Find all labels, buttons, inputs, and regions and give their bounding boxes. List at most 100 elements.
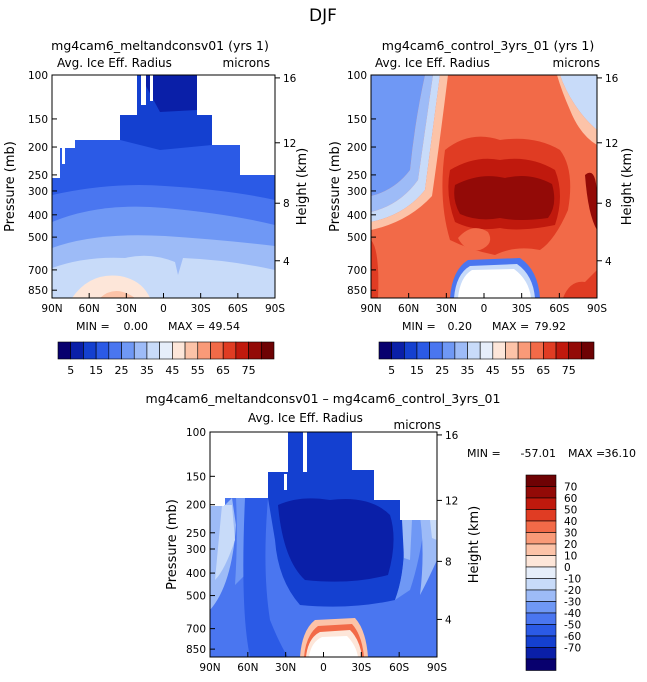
x-tick-label: 90S	[587, 303, 607, 315]
colorbar-swatch	[543, 341, 557, 360]
colorbar-right: 5 15 25 35 45 55 65 75	[378, 341, 595, 377]
colorbar-swatch	[525, 555, 557, 568]
colorbar-left: 5 15 25 35 45 55 65 75	[57, 341, 275, 377]
y-tick-label: 200	[347, 142, 367, 154]
panel-1-min-label: MIN =	[76, 320, 110, 333]
y2-tick-label: 8	[605, 198, 612, 210]
colorbar-swatch	[248, 341, 262, 360]
colorbar-label: -10	[564, 574, 581, 586]
colorbar-label: 45	[486, 364, 500, 377]
y-tick-label: 100	[347, 70, 367, 82]
y-tick-label: 300	[347, 186, 367, 198]
colorbar-swatch	[378, 341, 392, 360]
x-tick-label: 60S	[228, 303, 248, 315]
panel-2-field	[371, 75, 597, 298]
y-tick-label: 500	[347, 232, 367, 244]
panel-1: mg4cam6_meltandconsv01 (yrs 1) Avg. Ice …	[3, 38, 310, 333]
colorbar-label: 25	[435, 364, 449, 377]
y-tick-label: 700	[347, 265, 367, 277]
y2-tick-label: 4	[605, 256, 612, 268]
panel-3: mg4cam6_meltandconsv01 – mg4cam6_control…	[146, 391, 636, 674]
panel-3-subtitle: Avg. Ice Eff. Radius	[248, 411, 363, 425]
y-tick-label: 200	[186, 500, 206, 512]
y-tick-label: 250	[186, 528, 206, 540]
y-tick-label: 200	[28, 142, 48, 154]
y-tick-label: 300	[28, 186, 48, 198]
colorbar-swatch	[429, 341, 443, 360]
colorbar-swatch	[525, 589, 557, 602]
colorbar-label: 55	[191, 364, 205, 377]
colorbar-swatch	[146, 341, 160, 360]
colorbar-label: 15	[410, 364, 424, 377]
colorbar-swatch	[391, 341, 405, 360]
x-tick-label: 90N	[360, 303, 381, 315]
colorbar-swatch	[479, 341, 494, 360]
colorbar-label: 25	[115, 364, 129, 377]
panel-1-min-value: 0.00	[124, 320, 149, 333]
y-tick-label: 400	[347, 210, 367, 222]
colorbar-swatch	[525, 520, 557, 533]
colorbar-swatch	[525, 532, 557, 545]
colorbar-swatch	[525, 612, 557, 625]
panel-2-subtitle: Avg. Ice Eff. Radius	[375, 56, 490, 70]
colorbar-label: -20	[564, 585, 581, 597]
colorbar-label: 35	[461, 364, 475, 377]
colorbar-label: 30	[564, 528, 577, 540]
colorbar-swatch	[467, 341, 481, 360]
y-tick-label: 850	[186, 644, 206, 656]
y2-tick-label: 4	[283, 256, 290, 268]
x-tick-label: 0	[481, 303, 488, 315]
x-tick-label: 60S	[389, 662, 409, 674]
colorbar-swatch	[525, 578, 557, 591]
y-tick-label: 400	[28, 210, 48, 222]
y-tick-label: 700	[28, 265, 48, 277]
x-tick-label: 30N	[275, 662, 296, 674]
y2-tick-label: 16	[283, 73, 297, 85]
colorbar-swatch	[95, 341, 110, 360]
panel-3-axes: 90N 60N 30N 0 30S 60S 90S 100 150 200 250 300 400 500…	[165, 427, 482, 674]
panel-1-subtitle: Avg. Ice Eff. Radius	[57, 56, 172, 70]
panel-2: mg4cam6_control_3yrs_01 (yrs 1) Avg. Ice…	[328, 38, 635, 333]
colorbar-swatch	[492, 341, 506, 360]
y-tick-label: 500	[28, 232, 48, 244]
panel-3-units: microns	[394, 418, 442, 432]
y-tick-label: 150	[347, 114, 367, 126]
colorbar-label: 0	[564, 562, 571, 574]
colorbar-swatch	[210, 341, 224, 360]
panel-3-max-value: 36.10	[605, 447, 637, 460]
colorbar-label: 40	[564, 516, 577, 528]
panel-1-units: microns	[223, 56, 271, 70]
colorbar-label: 65	[216, 364, 230, 377]
colorbar-swatch	[108, 341, 122, 360]
colorbar-label: -70	[564, 643, 581, 655]
x-tick-label: 30S	[512, 303, 532, 315]
page-title: DJF	[309, 6, 337, 26]
y2-axis-label: Height (km)	[295, 148, 310, 225]
colorbar-label: 15	[89, 364, 103, 377]
y-tick-label: 850	[347, 285, 367, 297]
y-axis-label: Pressure (mb)	[328, 141, 343, 232]
y-tick-label: 100	[186, 427, 206, 439]
colorbar-swatch	[525, 509, 557, 522]
colorbar-swatch	[530, 341, 544, 360]
colorbar-label: 35	[140, 364, 154, 377]
y-tick-label: 400	[186, 568, 206, 580]
colorbar-label: 45	[165, 364, 179, 377]
colorbar-swatch	[184, 341, 199, 360]
panel-2-min-value: 0.20	[448, 320, 473, 333]
panel-3-min-value: -57.01	[521, 447, 556, 460]
y2-tick-label: 12	[283, 138, 296, 150]
colorbar-swatch	[441, 341, 456, 360]
panel-1-title: mg4cam6_meltandconsv01 (yrs 1)	[51, 38, 269, 53]
colorbar-label: 75	[242, 364, 256, 377]
panel-2-min-label: MIN =	[402, 320, 436, 333]
colorbar-swatch	[83, 341, 97, 360]
panel-2-axes: 90N 60N 30N 0 30S 60S 90S 100 150 200 250 300 400 500…	[328, 70, 635, 315]
panel-2-max-value: 79.92	[535, 320, 567, 333]
colorbar-label: 55	[511, 364, 525, 377]
y2-axis-label: Height (km)	[620, 148, 635, 225]
colorbar-label: 5	[67, 364, 74, 377]
colorbar-swatch	[260, 341, 275, 360]
